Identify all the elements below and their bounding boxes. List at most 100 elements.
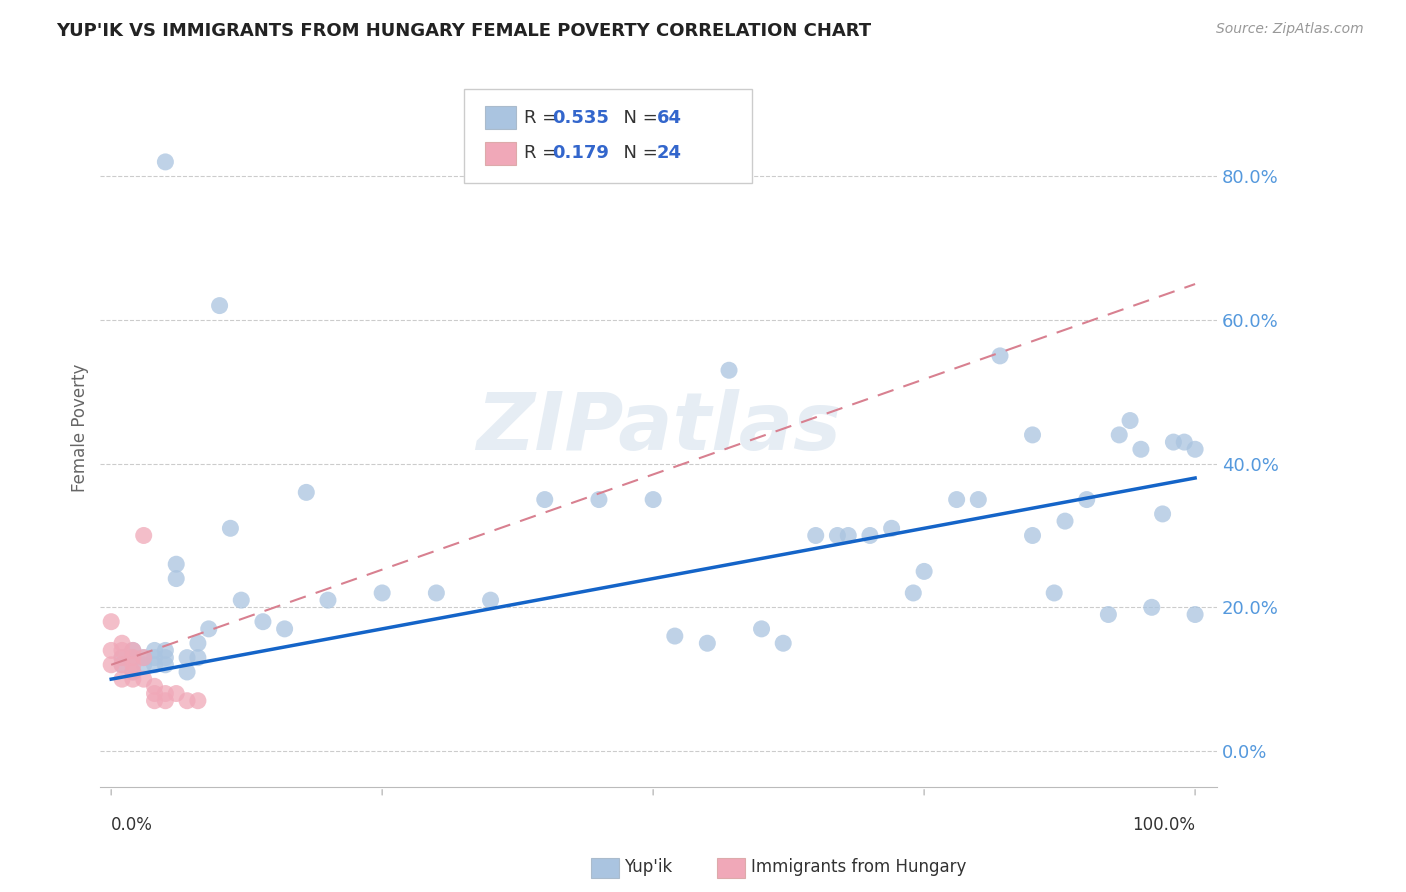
Point: [252, 615, 274, 629]
Point: [316, 593, 339, 607]
Point: [155, 155, 177, 169]
Point: [100, 657, 122, 672]
Point: [132, 657, 155, 672]
Text: Source: ZipAtlas.com: Source: ZipAtlas.com: [1216, 22, 1364, 37]
Point: [143, 650, 166, 665]
Point: [751, 622, 773, 636]
Point: [100, 643, 122, 657]
Point: [111, 650, 134, 665]
Text: 0.179: 0.179: [553, 145, 609, 162]
Point: [208, 299, 231, 313]
Point: [1021, 528, 1043, 542]
Point: [1173, 435, 1195, 450]
Point: [643, 492, 665, 507]
Point: [1152, 507, 1174, 521]
Point: [111, 657, 134, 672]
Point: [165, 572, 187, 586]
Point: [155, 694, 177, 708]
Point: [1021, 428, 1043, 442]
Point: [588, 492, 610, 507]
Text: R =: R =: [524, 145, 564, 162]
Point: [1163, 435, 1185, 450]
Point: [111, 672, 134, 686]
Point: [219, 521, 242, 535]
Text: 100.0%: 100.0%: [1132, 815, 1195, 834]
Point: [772, 636, 794, 650]
Point: [155, 657, 177, 672]
Point: [132, 650, 155, 665]
Text: ZIPatlas: ZIPatlas: [477, 389, 841, 467]
Point: [1043, 586, 1066, 600]
Point: [827, 528, 849, 542]
Y-axis label: Female Poverty: Female Poverty: [72, 364, 89, 491]
Point: [143, 643, 166, 657]
Point: [143, 687, 166, 701]
Point: [111, 636, 134, 650]
Point: [132, 528, 155, 542]
Point: [132, 650, 155, 665]
Text: 0.535: 0.535: [553, 109, 609, 127]
Point: [165, 687, 187, 701]
Point: [912, 565, 935, 579]
Text: 0.0%: 0.0%: [111, 815, 153, 834]
Point: [903, 586, 925, 600]
Point: [1129, 442, 1152, 457]
Text: 24: 24: [657, 145, 682, 162]
Point: [122, 650, 145, 665]
Point: [197, 622, 219, 636]
Point: [143, 694, 166, 708]
Point: [122, 665, 145, 679]
Text: YUP'IK VS IMMIGRANTS FROM HUNGARY FEMALE POVERTY CORRELATION CHART: YUP'IK VS IMMIGRANTS FROM HUNGARY FEMALE…: [56, 22, 872, 40]
Point: [143, 679, 166, 693]
Point: [122, 672, 145, 686]
Text: Yup'ik: Yup'ik: [624, 858, 672, 876]
Point: [1108, 428, 1130, 442]
Point: [111, 643, 134, 657]
Point: [425, 586, 447, 600]
Point: [132, 672, 155, 686]
Point: [122, 643, 145, 657]
Point: [176, 665, 198, 679]
Text: R =: R =: [524, 109, 564, 127]
Point: [176, 694, 198, 708]
Point: [837, 528, 859, 542]
Point: [122, 650, 145, 665]
Point: [111, 657, 134, 672]
Point: [1053, 514, 1076, 528]
Point: [187, 636, 209, 650]
Point: [1076, 492, 1098, 507]
Point: [143, 657, 166, 672]
Point: [100, 615, 122, 629]
Point: [1119, 413, 1142, 427]
Point: [967, 492, 990, 507]
Point: [231, 593, 253, 607]
Point: [479, 593, 502, 607]
Point: [155, 643, 177, 657]
Point: [945, 492, 967, 507]
Point: [187, 650, 209, 665]
Point: [187, 694, 209, 708]
Point: [718, 363, 741, 377]
Point: [165, 558, 187, 572]
Point: [176, 650, 198, 665]
Point: [664, 629, 686, 643]
Point: [111, 650, 134, 665]
Text: N =: N =: [612, 109, 664, 127]
Point: [533, 492, 555, 507]
Point: [371, 586, 394, 600]
Point: [122, 657, 145, 672]
Text: Immigrants from Hungary: Immigrants from Hungary: [751, 858, 966, 876]
Point: [122, 643, 145, 657]
Text: 64: 64: [657, 109, 682, 127]
Point: [1097, 607, 1119, 622]
Point: [155, 650, 177, 665]
Point: [804, 528, 827, 542]
Point: [155, 687, 177, 701]
Point: [1184, 442, 1206, 457]
Point: [295, 485, 318, 500]
Point: [880, 521, 903, 535]
Text: N =: N =: [612, 145, 664, 162]
Point: [1140, 600, 1163, 615]
Point: [122, 665, 145, 679]
Point: [859, 528, 882, 542]
